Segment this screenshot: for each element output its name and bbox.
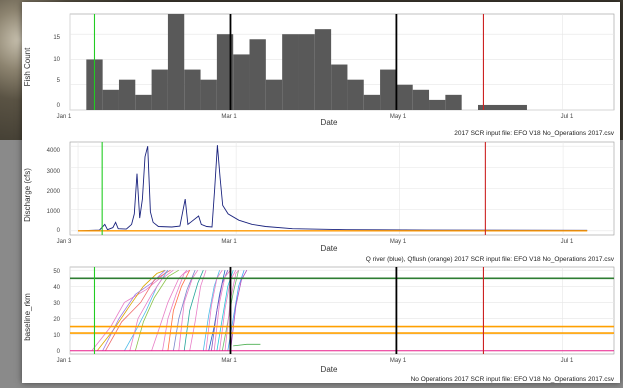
bar-19 xyxy=(396,84,413,110)
panel2-xtick-jul: Jul 1 xyxy=(561,239,574,245)
panel1-xtick-may: May 1 xyxy=(390,114,407,120)
plots-canvas: Fish Count 0 5 10 15 Jan 1 Mar 1 May 1 J… xyxy=(23,13,615,383)
panel2-caption: Q river (blue), Qflush (orange) 2017 SCR… xyxy=(366,256,615,263)
track-line-25 xyxy=(233,343,261,347)
bar-7 xyxy=(200,79,217,110)
bar-18 xyxy=(380,69,397,110)
panel3-ytick-10: 10 xyxy=(53,333,60,339)
panel3-ylabel: baseline_rkm xyxy=(23,293,32,341)
bar-9 xyxy=(233,54,250,110)
panel3-hlines xyxy=(70,277,614,352)
panel1-xtick-mar: Mar 1 xyxy=(221,114,237,120)
bar-14 xyxy=(314,29,332,110)
track-line-7 xyxy=(151,269,188,351)
plot-window: Fish Count 0 5 10 15 Jan 1 Mar 1 May 1 J… xyxy=(22,2,620,383)
bar-5 xyxy=(167,14,185,110)
bar-4 xyxy=(151,69,168,110)
series-blue-line xyxy=(77,145,588,232)
bar-1 xyxy=(102,89,119,110)
panel3-ytick-30: 30 xyxy=(53,301,60,307)
panel2-vlines xyxy=(101,142,486,235)
panel3-caption: No Operations 2017 SCR input file: EFO V… xyxy=(411,376,615,383)
bar-20 xyxy=(412,89,430,110)
bar-8 xyxy=(216,34,234,110)
bar-3 xyxy=(135,94,152,110)
panel3-plot-area xyxy=(69,266,615,355)
track-line-10 xyxy=(173,270,196,351)
track-line-8 xyxy=(162,269,190,351)
track-line-5 xyxy=(129,269,174,351)
panel2-xtick-may: May 1 xyxy=(390,239,407,245)
track-line-20 xyxy=(219,270,237,351)
panel1-xtick-jan: Jan 1 xyxy=(57,114,72,120)
panel2-xlabel: Date xyxy=(321,244,338,253)
panel3-ytick-40: 40 xyxy=(53,285,60,291)
bar-22 xyxy=(445,94,462,110)
bar-23 xyxy=(478,104,527,110)
track-line-12 xyxy=(183,270,204,351)
panel3-ytick-50: 50 xyxy=(53,269,60,275)
bar-15 xyxy=(331,64,348,110)
panel-discharge: Discharge (cfs) 0 1000 2000 3000 4000 Ja… xyxy=(23,141,615,263)
bar-12 xyxy=(282,34,299,110)
panel2-xtick-mar: Mar 1 xyxy=(221,239,237,245)
bar-16 xyxy=(347,79,364,110)
panel1-ylabel: Fish Count xyxy=(23,47,32,86)
panel1-ytick-15: 15 xyxy=(53,35,60,41)
bar-2 xyxy=(118,79,136,110)
track-line-0 xyxy=(91,269,169,352)
panel2-xtick-jan: Jan 3 xyxy=(57,239,72,245)
bar-21 xyxy=(429,99,446,110)
panel3-xlabel: Date xyxy=(321,365,338,374)
bar-13 xyxy=(298,34,315,110)
panel2-ytick-2000: 2000 xyxy=(47,189,61,195)
panel3-lines xyxy=(91,269,261,352)
panel3-xtick-jul: Jul 1 xyxy=(561,358,574,364)
track-line-3 xyxy=(105,269,171,351)
bar-6 xyxy=(184,69,201,110)
panel2-lines xyxy=(77,145,588,232)
panel3-xtick-mar: Mar 1 xyxy=(221,358,237,364)
panel2-ytick-1000: 1000 xyxy=(47,209,61,215)
panel3-ytick-20: 20 xyxy=(53,317,60,323)
panel1-caption: 2017 SCR input file: EFO V18 No_Operatio… xyxy=(454,130,614,137)
panel1-ytick-0: 0 xyxy=(57,103,61,109)
track-line-24 xyxy=(230,270,248,351)
panel2-ylabel: Discharge (cfs) xyxy=(23,168,32,222)
bar-11 xyxy=(265,79,283,110)
track-line-15 xyxy=(205,269,223,351)
bar-17 xyxy=(363,94,381,110)
panel1-xlabel: Date xyxy=(321,118,338,127)
bar-10 xyxy=(249,39,266,111)
panel3-ytick-0: 0 xyxy=(57,349,61,355)
panel1-vlines xyxy=(93,14,484,110)
panel3-xtick-may: May 1 xyxy=(390,358,407,364)
panel-baseline-rkm: baseline_rkm 0 10 20 30 40 50 Jan 1 Mar … xyxy=(23,266,615,383)
panel3-xtick-jan: Jan 1 xyxy=(57,358,72,364)
panel1-ytick-10: 10 xyxy=(53,57,60,63)
panel1-bars xyxy=(86,14,527,111)
panel3-vlines xyxy=(93,267,484,354)
panel2-ytick-0: 0 xyxy=(57,228,61,234)
panel2-ytick-4000: 4000 xyxy=(47,148,61,154)
panel1-xtick-jul: Jul 1 xyxy=(561,114,574,120)
panel2-ytick-3000: 3000 xyxy=(47,169,61,175)
panel-fish-count: Fish Count 0 5 10 15 Jan 1 Mar 1 May 1 J… xyxy=(23,13,615,137)
track-line-22 xyxy=(224,269,239,351)
panel1-ytick-5: 5 xyxy=(57,78,61,84)
track-line-6 xyxy=(134,269,180,351)
